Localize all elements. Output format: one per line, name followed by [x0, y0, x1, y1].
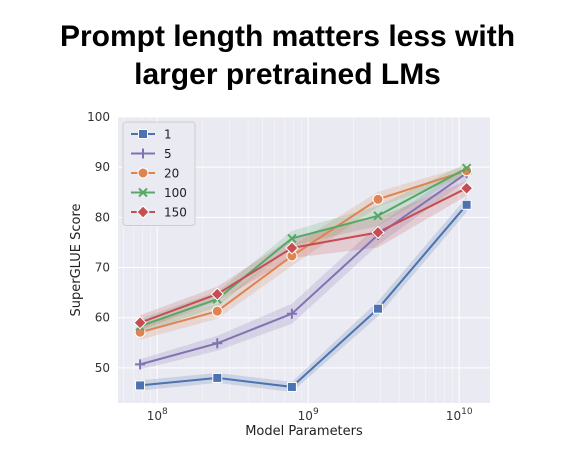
series-5-point [212, 338, 223, 349]
y-tick-label: 80 [95, 210, 110, 224]
x-tick-label: 109 [298, 407, 319, 423]
series-150-point [459, 181, 474, 195]
series-20-point [372, 193, 384, 205]
legend-marker-20 [137, 167, 149, 179]
series-5-point [135, 359, 146, 370]
series-1-point [373, 303, 384, 314]
legend-marker-150 [136, 205, 150, 219]
series-1-point [461, 199, 472, 210]
legend-marker-5 [138, 148, 148, 159]
legend-box [122, 121, 196, 226]
y-tick-label: 100 [87, 110, 110, 124]
series-150-point [285, 241, 299, 255]
legend-marker-100 [138, 187, 148, 198]
series-150-point [133, 316, 147, 330]
series-1-point [286, 381, 297, 392]
series-1-point [212, 372, 223, 383]
chart-title-line-1: Prompt length matters less with [59, 20, 516, 53]
series-1-point [135, 380, 146, 391]
x-tick-label: 1010 [446, 407, 473, 423]
series-150-point [371, 225, 385, 240]
series-100-point [461, 163, 472, 173]
x-tick-label: 108 [147, 407, 168, 423]
series-100-point [373, 211, 383, 221]
x-axis-label: Model Parameters [245, 424, 363, 439]
chart-title-line-2: larger pretrained LMs [134, 58, 441, 91]
series-150-point [210, 287, 224, 301]
chart-title: Prompt length matters less with larger p… [0, 18, 575, 94]
legend-label-5: 5 [164, 147, 172, 161]
legend-marker-1 [138, 129, 148, 139]
series-5-point [286, 308, 297, 319]
y-tick-label: 60 [95, 311, 110, 325]
y-axis-label: SuperGLUE Score [69, 203, 84, 316]
legend-label-20: 20 [164, 167, 179, 181]
y-tick-label: 70 [95, 261, 110, 275]
legend-label-1: 1 [164, 128, 172, 142]
series-20-point [211, 305, 223, 317]
legend-label-100: 100 [164, 186, 187, 200]
y-tick-label: 50 [95, 361, 110, 375]
y-tick-label: 90 [95, 160, 110, 174]
legend-label-150: 150 [164, 206, 187, 220]
series-20-band [140, 165, 467, 340]
series-100-point [287, 233, 297, 244]
